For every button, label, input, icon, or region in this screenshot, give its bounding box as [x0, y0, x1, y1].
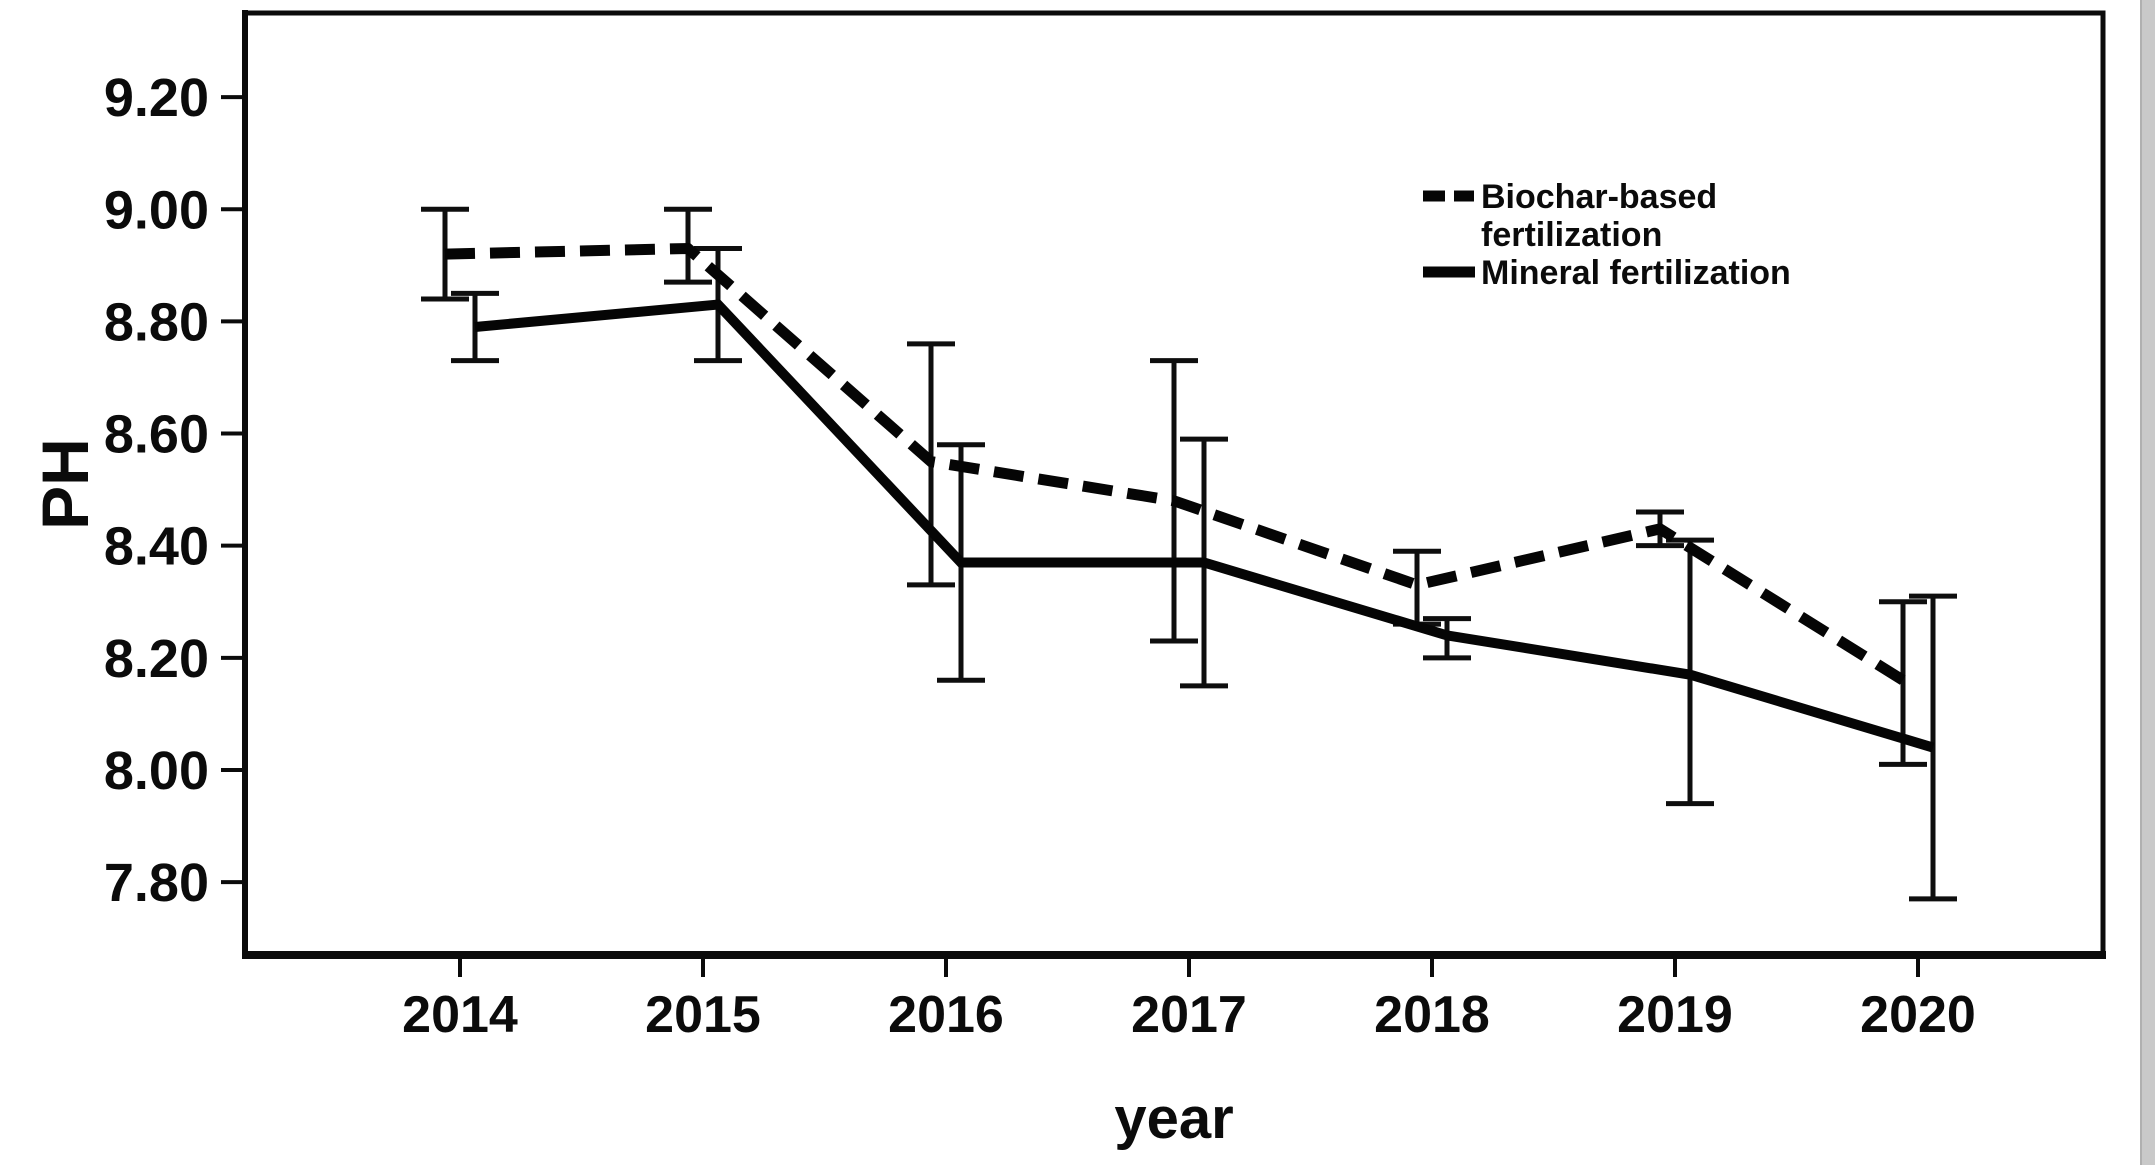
- y-tick-label: 8.80: [104, 292, 209, 352]
- y-axis-tick-labels: 9.20 9.00 8.80 8.60 8.40 8.20 8.00 7.80: [104, 68, 209, 913]
- x-axis-tick-labels: 2014 2015 2016 2017 2018 2019 2020: [402, 986, 1976, 1044]
- x-tick-label: 2020: [1860, 986, 1976, 1044]
- y-axis-title: PH: [28, 438, 102, 530]
- legend: Biochar-based fertilization Mineral fert…: [1423, 178, 1791, 292]
- x-tick-label: 2019: [1617, 986, 1733, 1044]
- legend-item-mineral: Mineral fertilization: [1423, 254, 1791, 292]
- legend-label-biochar-line1: Biochar-based: [1481, 178, 1717, 216]
- y-tick-label: 7.80: [104, 853, 209, 913]
- y-tick-label: 8.20: [104, 629, 209, 689]
- y-tick-label: 9.20: [104, 68, 209, 128]
- y-tick-label: 8.60: [104, 405, 209, 465]
- screen-right-edge-strip: [2140, 0, 2155, 1165]
- legend-label-biochar-line2: fertilization: [1481, 216, 1662, 254]
- legend-item-biochar: Biochar-based fertilization: [1423, 178, 1717, 254]
- series-line-mineral: [474, 299, 1935, 753]
- y-tick-label: 8.00: [104, 741, 209, 801]
- axis-ticks: [221, 95, 1920, 977]
- legend-label-mineral: Mineral fertilization: [1481, 254, 1791, 292]
- y-tick-label: 9.00: [104, 180, 209, 240]
- x-tick-label: 2018: [1374, 986, 1490, 1044]
- x-tick-label: 2017: [1131, 986, 1247, 1044]
- x-tick-label: 2014: [402, 986, 518, 1044]
- x-tick-label: 2015: [645, 986, 761, 1044]
- x-tick-label: 2016: [888, 986, 1004, 1044]
- series-line-biochar: [444, 242, 1906, 685]
- series-layer: [421, 206, 1957, 902]
- x-axis-title: year: [1114, 1086, 1233, 1151]
- y-tick-label: 8.40: [104, 517, 209, 577]
